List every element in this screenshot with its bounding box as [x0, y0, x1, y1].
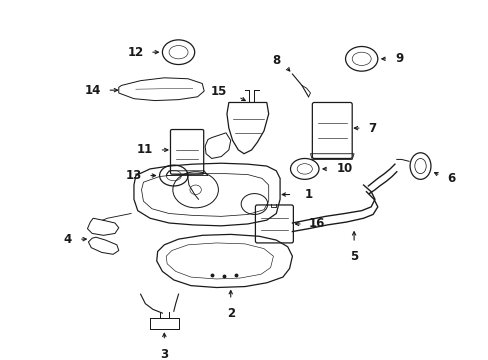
Text: 15: 15	[210, 85, 226, 98]
Text: 8: 8	[271, 54, 280, 67]
Text: 3: 3	[160, 348, 168, 360]
Text: 10: 10	[336, 162, 352, 175]
Text: 6: 6	[446, 172, 454, 185]
Text: 11: 11	[137, 143, 153, 157]
Text: 5: 5	[349, 249, 358, 262]
Text: 9: 9	[394, 52, 402, 65]
Text: 16: 16	[308, 217, 324, 230]
Text: 1: 1	[304, 188, 312, 201]
Text: 7: 7	[367, 122, 376, 135]
Text: 12: 12	[127, 46, 143, 59]
Text: 13: 13	[125, 169, 141, 182]
Text: 14: 14	[84, 84, 101, 96]
Text: 2: 2	[226, 307, 234, 320]
Text: 4: 4	[63, 233, 71, 246]
